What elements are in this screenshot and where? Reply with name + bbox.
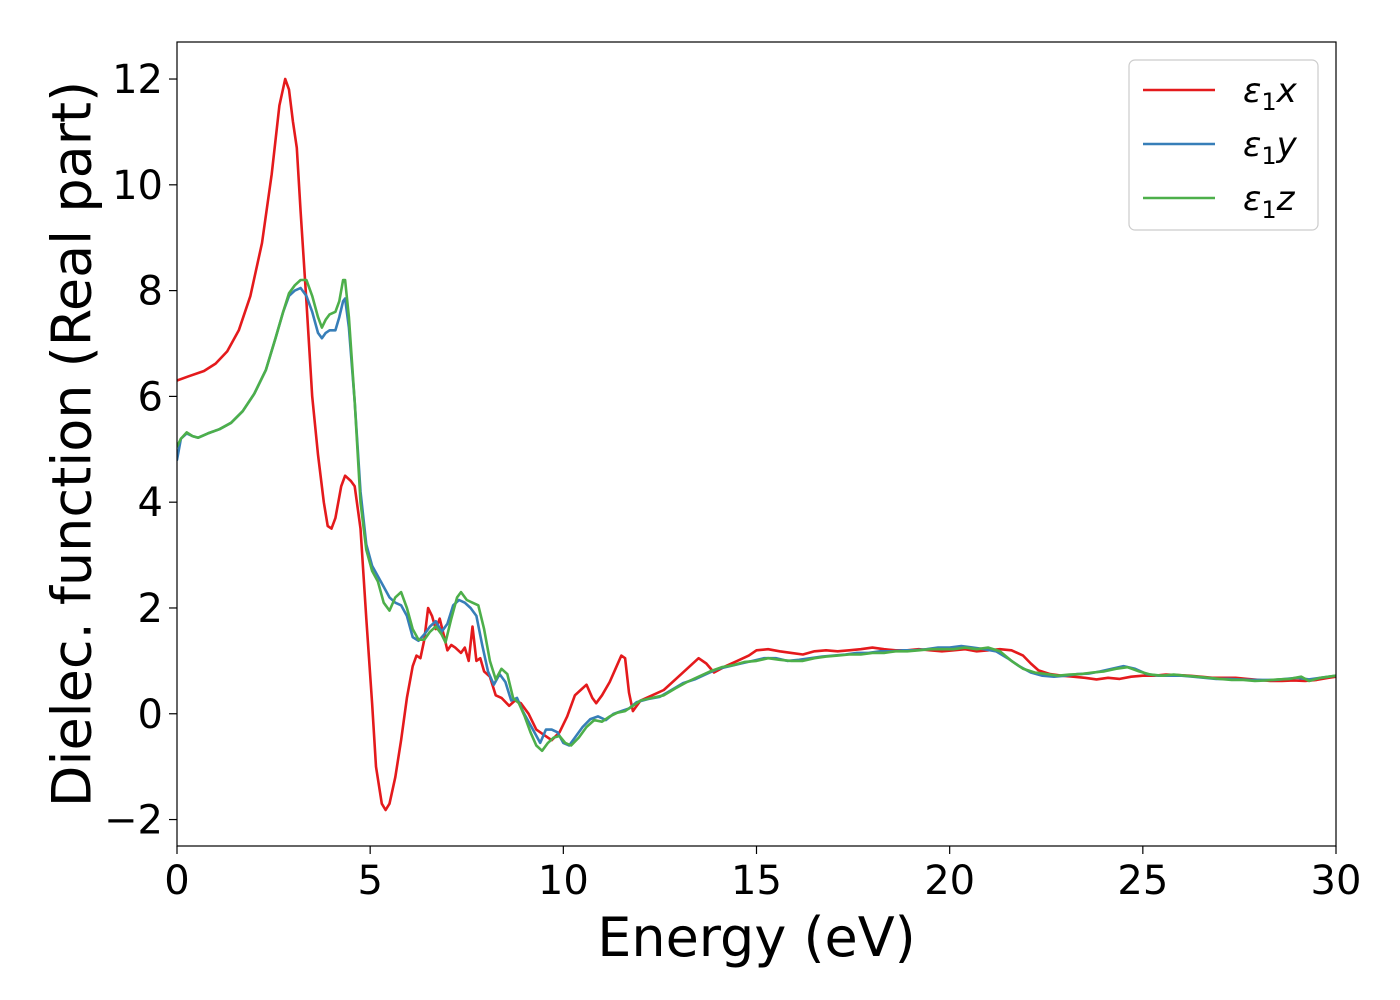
y-axis: −2 0 2 4 6 8 10 12: [104, 57, 177, 844]
legend-box: [1128, 59, 1319, 231]
y-tick-label: −2: [104, 798, 163, 844]
legend-label-x: ε1x: [1243, 71, 1298, 116]
legend-label-z: ε1z: [1243, 179, 1296, 224]
x-tick-label: 20: [924, 858, 975, 904]
y-tick-label: 6: [138, 374, 163, 420]
y-tick-label: 2: [138, 586, 163, 632]
y-tick-label: 0: [138, 692, 163, 738]
y-tick-label: 4: [138, 480, 163, 526]
y-tick-label: 10: [112, 163, 163, 209]
y-tick-label: 12: [112, 57, 163, 103]
x-axis: 0 5 10 15 20 25 30: [164, 846, 1361, 904]
x-tick-label: 25: [1117, 858, 1168, 904]
series-line-z: [177, 278, 1336, 753]
x-tick-label: 30: [1311, 858, 1362, 904]
x-tick-label: 5: [357, 858, 382, 904]
y-axis-title: Dielec. function (Real part): [41, 81, 104, 807]
x-axis-title: Energy (eV): [597, 906, 916, 969]
series-layer: [177, 77, 1336, 812]
legend: ε1x ε1y ε1z: [1128, 59, 1319, 231]
x-tick-label: 15: [731, 858, 782, 904]
legend-label-y: ε1y: [1243, 125, 1298, 170]
x-tick-label: 0: [164, 858, 189, 904]
y-tick-label: 8: [138, 269, 163, 315]
x-tick-label: 10: [538, 858, 589, 904]
